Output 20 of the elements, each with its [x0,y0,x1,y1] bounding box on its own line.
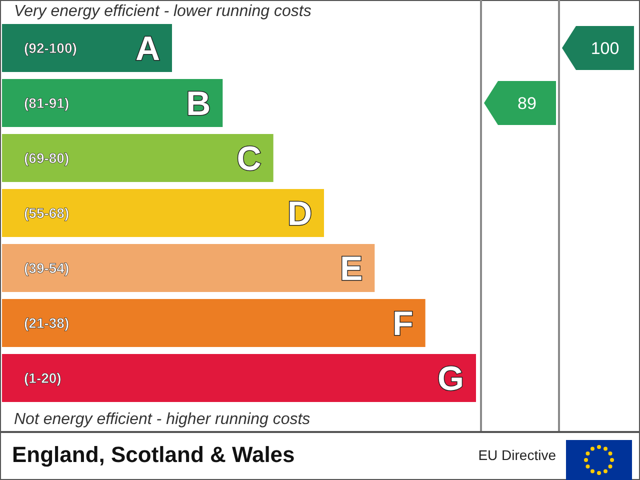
text: England, Scotland & Wales [12,442,295,467]
category-label: (55-68) [24,205,70,221]
text: G [438,360,464,398]
text: F [392,305,414,343]
category-label: (1-20) [24,370,62,386]
text: A [135,30,160,68]
category-label: (39-54) [24,260,70,276]
text: C [236,140,262,178]
text: E [340,250,363,288]
text: EU Directive [478,447,556,463]
text: Not energy efficient - higher running costs [14,411,310,428]
data-label: 89 [518,94,536,113]
text: Very energy efficient - lower running costs [14,3,312,20]
text: B [186,85,211,123]
category-label: (92-100) [24,40,77,56]
text: D [287,195,312,233]
category-label: (69-80) [24,150,70,166]
data-label: 100 [590,39,620,58]
category-label: (81-91) [24,95,70,111]
category-label: (21-38) [24,315,70,331]
